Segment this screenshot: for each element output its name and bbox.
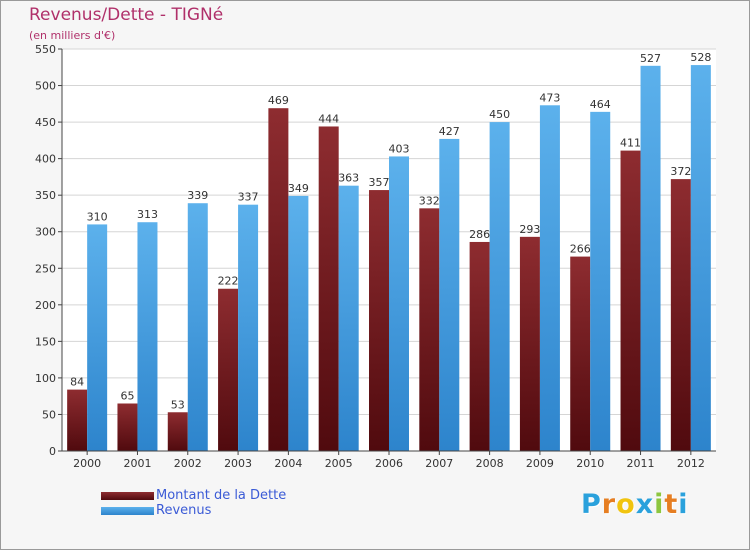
proxiti-logo: Proxiti	[581, 489, 689, 520]
bar-revenue	[489, 122, 510, 451]
data-label-debt: 357	[369, 176, 390, 189]
y-tick-label: 150	[35, 335, 56, 348]
data-label-debt: 222	[218, 275, 239, 288]
logo-letter: i	[654, 489, 665, 520]
x-tick-label: 2003	[224, 457, 252, 470]
data-label-debt: 469	[268, 94, 289, 107]
y-tick-label: 300	[35, 226, 56, 239]
data-label-revenue: 339	[187, 189, 208, 202]
x-tick-label: 2002	[174, 457, 202, 470]
bar-debt	[369, 190, 389, 451]
legend-swatch-debt	[101, 491, 154, 500]
logo-letter: r	[601, 489, 617, 520]
bar-revenue	[690, 65, 711, 451]
x-tick-label: 2011	[627, 457, 655, 470]
data-label-debt: 53	[171, 398, 185, 411]
bar-debt	[670, 179, 691, 452]
bar-debt	[570, 256, 591, 451]
x-tick-label: 2008	[476, 457, 504, 470]
data-label-revenue: 310	[87, 210, 108, 223]
bar-debt	[268, 108, 289, 451]
data-label-debt: 65	[120, 389, 134, 402]
x-tick-label: 2001	[123, 457, 151, 470]
data-label-debt: 266	[570, 243, 591, 256]
x-tick-label: 2006	[375, 457, 403, 470]
data-label-debt: 84	[70, 376, 84, 389]
data-label-debt: 286	[469, 228, 490, 241]
bar-debt	[419, 208, 440, 451]
data-label-debt: 444	[318, 112, 339, 125]
data-label-revenue: 403	[389, 142, 410, 155]
legend-swatch-revenue	[101, 506, 154, 515]
bar-debt	[620, 150, 641, 451]
data-label-revenue: 527	[640, 52, 661, 65]
legend-item-debt: Montant de la Dette	[101, 488, 286, 503]
data-label-revenue: 313	[137, 208, 158, 221]
bar-revenue	[87, 224, 108, 451]
data-label-debt: 293	[519, 223, 540, 236]
bar-revenue	[288, 195, 309, 451]
y-tick-label: 250	[35, 262, 56, 275]
bar-revenue	[187, 203, 208, 451]
logo-letter: t	[664, 489, 679, 520]
x-tick-label: 2012	[677, 457, 705, 470]
data-label-revenue: 349	[288, 182, 309, 195]
x-tick-label: 2010	[576, 457, 604, 470]
bar-revenue	[389, 156, 409, 451]
data-label-revenue: 427	[439, 125, 460, 138]
y-tick-label: 400	[35, 153, 56, 166]
bar-debt	[469, 241, 490, 451]
bar-debt	[318, 126, 339, 451]
bar-revenue	[640, 65, 661, 451]
data-label-revenue: 528	[690, 51, 711, 64]
legend-label-debt: Montant de la Dette	[156, 488, 287, 503]
logo-letter: i	[678, 489, 689, 520]
bar-debt	[218, 288, 239, 451]
bar-revenue	[590, 111, 611, 451]
bar-debt	[167, 412, 188, 451]
logo-letter: x	[635, 489, 655, 520]
x-tick-label: 2005	[325, 457, 353, 470]
y-tick-label: 500	[35, 80, 56, 93]
data-label-debt: 372	[670, 165, 691, 178]
y-tick-label: 50	[42, 408, 56, 421]
bar-debt	[67, 389, 88, 451]
bar-revenue	[439, 138, 460, 451]
chart-legend: Montant de la Dette Revenus	[101, 488, 286, 518]
x-tick-label: 2007	[425, 457, 453, 470]
y-tick-label: 350	[35, 189, 56, 202]
bar-revenue	[137, 222, 158, 451]
bar-debt	[519, 236, 540, 451]
legend-label-revenue: Revenus	[156, 503, 212, 518]
y-tick-label: 200	[35, 299, 56, 312]
y-tick-label: 0	[49, 445, 56, 458]
legend-item-revenue: Revenus	[101, 503, 286, 518]
y-tick-label: 450	[35, 116, 56, 129]
data-label-debt: 332	[419, 194, 440, 207]
x-tick-label: 2004	[274, 457, 302, 470]
bar-debt	[117, 403, 138, 451]
bar-revenue	[539, 105, 560, 451]
data-label-revenue: 464	[590, 98, 611, 111]
data-label-revenue: 450	[489, 108, 510, 121]
logo-letter: o	[616, 489, 636, 520]
logo-letter: P	[581, 489, 602, 520]
y-tick-label: 100	[35, 372, 56, 385]
y-tick-label: 550	[35, 43, 56, 56]
x-tick-label: 2000	[73, 457, 101, 470]
chart-title: Revenus/Dette - TIGNé	[29, 5, 224, 25]
bar-revenue	[238, 204, 259, 451]
data-label-debt: 411	[620, 137, 641, 150]
data-label-revenue: 337	[238, 191, 259, 204]
x-tick-label: 2009	[526, 457, 554, 470]
chart-subtitle: (en milliers d'€)	[29, 29, 116, 42]
data-label-revenue: 473	[539, 91, 560, 104]
bar-revenue	[338, 185, 359, 451]
data-label-revenue: 363	[338, 172, 359, 185]
